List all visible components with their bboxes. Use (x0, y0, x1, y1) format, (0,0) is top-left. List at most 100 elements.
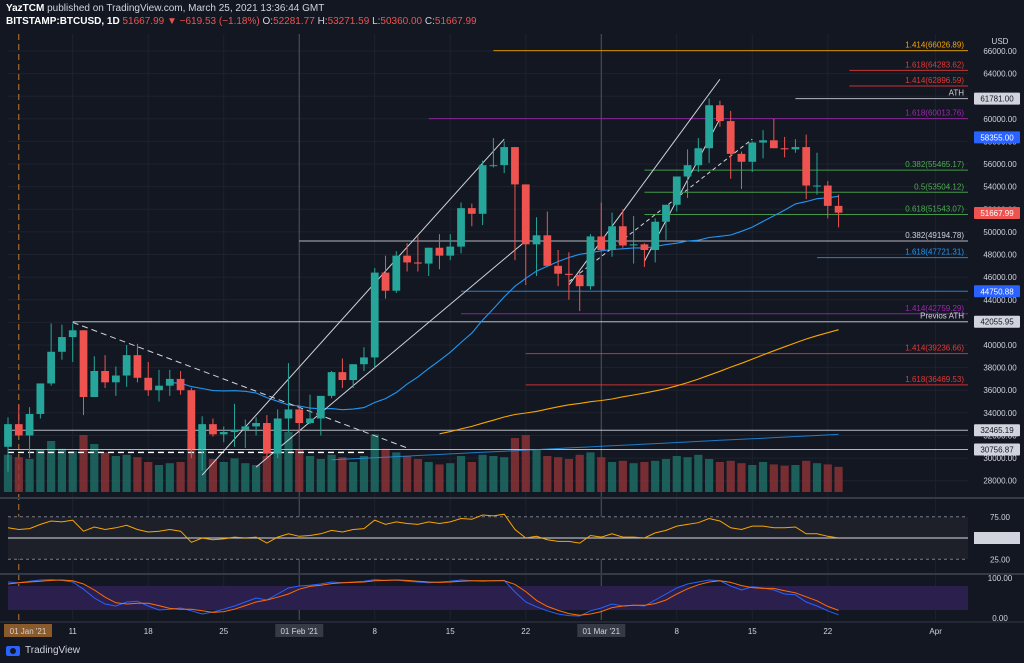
level-label: 0.382(49194.78) (905, 231, 964, 240)
tradingview-logo[interactable]: TradingView (6, 645, 80, 656)
stoch-axis-tick: 0.00 (992, 614, 1008, 623)
volume-bar (251, 465, 261, 492)
volume-bar (349, 462, 358, 492)
candle-body (651, 221, 660, 250)
candle-body (327, 372, 336, 396)
price-axis-tick: 50000.00 (983, 228, 1017, 237)
volume-bar (230, 458, 239, 492)
symbol-label[interactable]: BITSTAMP:BTCUSD, 1D (6, 16, 120, 27)
volume-bar (521, 435, 530, 492)
volume-bar (381, 448, 390, 492)
volume-bar (187, 438, 196, 492)
volume-bar (661, 459, 671, 492)
candle-body (629, 244, 638, 246)
volume-bar (802, 460, 811, 492)
candle-body (683, 165, 692, 177)
ohlc-open: 52281.77 (273, 16, 315, 27)
candle-body (532, 235, 541, 245)
candle-body (640, 244, 649, 250)
price-axis-tick: 64000.00 (983, 70, 1017, 79)
candle-body (176, 378, 185, 391)
candle-body (25, 413, 34, 436)
candle-body (705, 105, 714, 149)
candle-body (133, 355, 142, 378)
volume-bar (780, 465, 789, 492)
candle-body (262, 423, 271, 454)
volume-bar (715, 462, 725, 492)
moving-average-line (331, 433, 839, 461)
price-axis-tick: 60000.00 (983, 115, 1017, 124)
volume-bar (327, 454, 336, 492)
candle-body (662, 204, 670, 222)
candle-body (575, 274, 584, 287)
candle-body (726, 121, 735, 154)
volume-bar (532, 450, 541, 492)
volume-bar (694, 454, 703, 492)
level-label: 1.414(39236.66) (905, 344, 964, 353)
rsi-axis-tick: 75.00 (990, 513, 1011, 522)
candle-body (241, 426, 250, 430)
channel-line (255, 240, 527, 468)
time-axis-tick: 01 Mar '21 (582, 627, 620, 636)
candle-body (780, 148, 789, 150)
level-label: 1.414(66026.89) (905, 41, 964, 50)
candle-body (435, 247, 444, 256)
volume-bar (316, 459, 325, 492)
candle-body (748, 142, 757, 162)
chart-footer: TradingView (0, 640, 1024, 663)
channel-line (568, 138, 753, 283)
volume-bar (273, 452, 282, 492)
candle-body (187, 390, 196, 450)
volume-bar (500, 457, 509, 492)
price-badge (974, 207, 1020, 220)
candle-body (90, 370, 99, 398)
volume-bar (208, 459, 218, 492)
candle-body (111, 375, 120, 383)
volume-bar (295, 450, 304, 492)
candle-body (47, 351, 56, 384)
price-axis-tick: 66000.00 (983, 47, 1017, 56)
publish-info: YazTCM published on TradingView.com, Mar… (6, 3, 324, 14)
price-axis-tick: 48000.00 (983, 251, 1017, 260)
symbol-info: BITSTAMP:BTCUSD, 1D 51667.99 ▼ −619.53 (… (6, 16, 477, 27)
candle-body (316, 395, 325, 419)
volume-bar (467, 462, 476, 492)
candle-body (694, 148, 703, 166)
time-axis-tick: 11 (69, 627, 78, 636)
volume-bar (403, 456, 412, 492)
candle-body (834, 205, 843, 213)
candle-body (14, 424, 23, 436)
candle-body (737, 153, 746, 162)
price-badge-label: 58355.00 (980, 133, 1014, 142)
volume-bar (812, 463, 822, 492)
time-axis-tick: 8 (675, 627, 680, 636)
last-price: 51667.99 (122, 16, 165, 27)
ohlc-low: 50360.00 (380, 16, 423, 27)
price-axis-tick: 36000.00 (983, 386, 1017, 395)
ohlc-close-label: C: (424, 16, 435, 27)
tradingview-icon (6, 645, 20, 656)
candle-body (511, 147, 519, 185)
stoch-axis-tick: 100.00 (988, 574, 1013, 583)
volume-bar (543, 456, 552, 492)
volume-bar (144, 462, 153, 492)
volume-bar (111, 456, 120, 492)
volume-bar (14, 457, 23, 492)
candle-body (209, 424, 217, 435)
candle-body (672, 176, 681, 205)
rsi-axis-tick: 25.00 (990, 555, 1011, 564)
candle-body (349, 364, 358, 381)
moving-average-line (439, 329, 839, 435)
price-badge-label: 30756.87 (980, 446, 1014, 455)
candle-body (813, 185, 821, 187)
publisher-name[interactable]: YazTCM (6, 3, 45, 14)
candle-body (122, 355, 131, 376)
time-axis-tick: Apr (929, 627, 942, 636)
volume-bar (586, 452, 595, 492)
volume-bar (564, 459, 573, 492)
candle-body (424, 247, 433, 264)
candle-body (58, 337, 66, 352)
candle-body (618, 226, 627, 246)
time-axis-highlight (577, 624, 626, 637)
